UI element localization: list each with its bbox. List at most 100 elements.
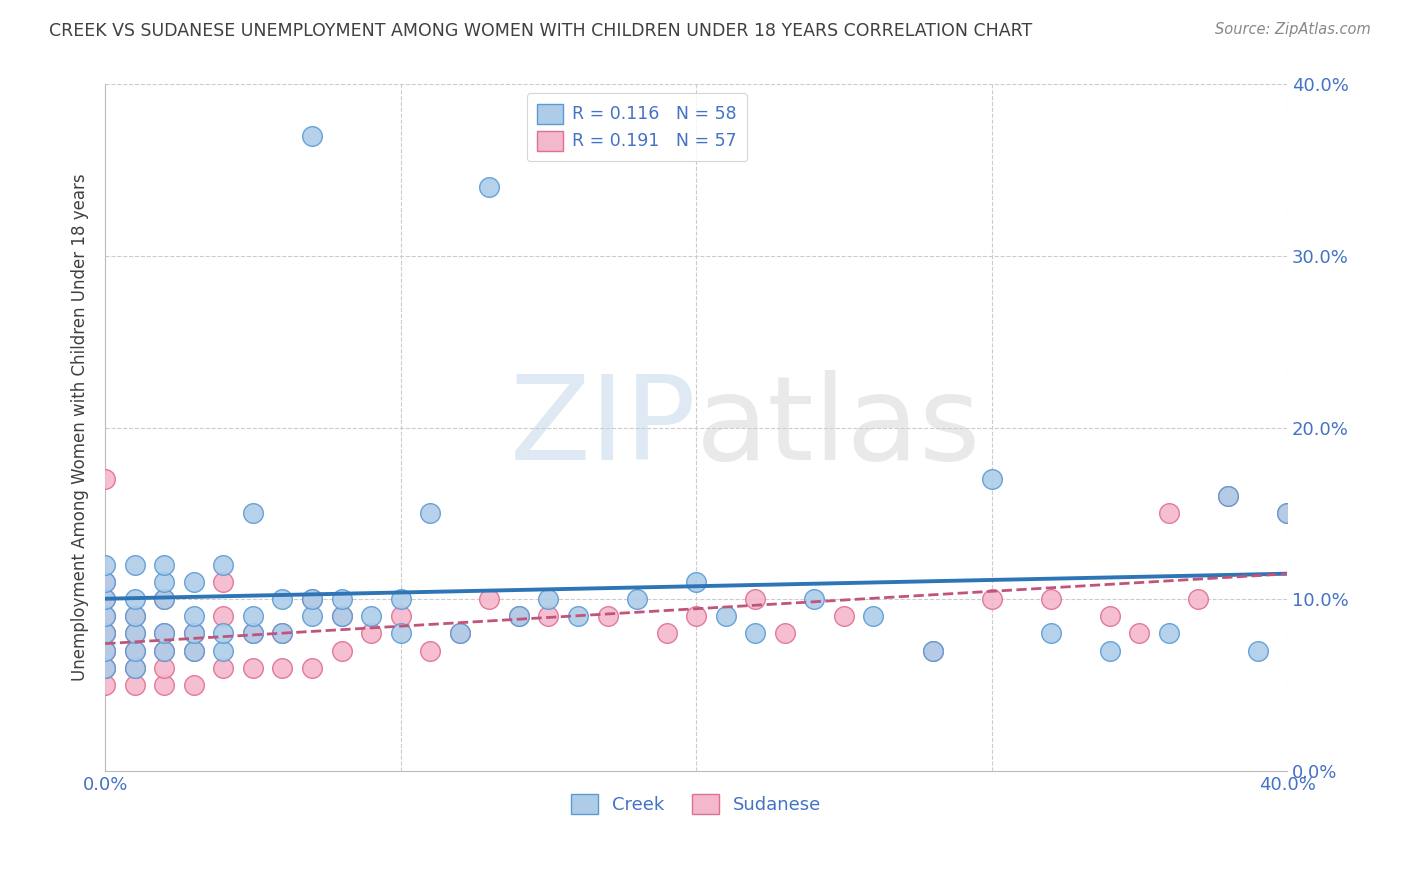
Point bbox=[94, 678, 117, 692]
Point bbox=[94, 661, 117, 675]
Point bbox=[183, 678, 205, 692]
Point bbox=[94, 626, 117, 640]
Point bbox=[1216, 489, 1239, 503]
Point bbox=[419, 507, 441, 521]
Point bbox=[714, 609, 737, 624]
Point bbox=[212, 558, 235, 572]
Point bbox=[508, 609, 530, 624]
Point bbox=[567, 609, 589, 624]
Point bbox=[419, 643, 441, 657]
Point bbox=[212, 626, 235, 640]
Point bbox=[1246, 643, 1268, 657]
Point bbox=[94, 592, 117, 607]
Point bbox=[94, 643, 117, 657]
Point bbox=[153, 678, 176, 692]
Point bbox=[832, 609, 855, 624]
Point bbox=[685, 609, 707, 624]
Point bbox=[389, 609, 412, 624]
Point bbox=[271, 592, 294, 607]
Point bbox=[921, 643, 943, 657]
Point bbox=[301, 609, 323, 624]
Point bbox=[360, 609, 382, 624]
Point bbox=[803, 592, 825, 607]
Point bbox=[537, 609, 560, 624]
Point bbox=[94, 626, 117, 640]
Point bbox=[301, 592, 323, 607]
Point bbox=[94, 643, 117, 657]
Point bbox=[183, 609, 205, 624]
Point bbox=[124, 592, 146, 607]
Point bbox=[330, 609, 353, 624]
Point bbox=[1216, 489, 1239, 503]
Point bbox=[124, 643, 146, 657]
Point bbox=[685, 574, 707, 589]
Point bbox=[330, 643, 353, 657]
Text: Source: ZipAtlas.com: Source: ZipAtlas.com bbox=[1215, 22, 1371, 37]
Point bbox=[94, 661, 117, 675]
Point bbox=[1128, 626, 1150, 640]
Point bbox=[1157, 507, 1180, 521]
Point bbox=[242, 507, 264, 521]
Point bbox=[626, 592, 648, 607]
Point bbox=[153, 643, 176, 657]
Point bbox=[449, 626, 471, 640]
Point bbox=[94, 626, 117, 640]
Point bbox=[1275, 507, 1298, 521]
Point bbox=[1187, 592, 1209, 607]
Point bbox=[301, 661, 323, 675]
Point bbox=[183, 626, 205, 640]
Point bbox=[94, 643, 117, 657]
Point bbox=[124, 661, 146, 675]
Point bbox=[212, 643, 235, 657]
Legend: Creek, Sudanese: Creek, Sudanese bbox=[562, 785, 831, 823]
Point bbox=[94, 472, 117, 486]
Point bbox=[124, 661, 146, 675]
Text: CREEK VS SUDANESE UNEMPLOYMENT AMONG WOMEN WITH CHILDREN UNDER 18 YEARS CORRELAT: CREEK VS SUDANESE UNEMPLOYMENT AMONG WOM… bbox=[49, 22, 1032, 40]
Text: ZIP: ZIP bbox=[509, 370, 696, 485]
Point bbox=[153, 558, 176, 572]
Point bbox=[153, 592, 176, 607]
Point bbox=[94, 558, 117, 572]
Point bbox=[330, 592, 353, 607]
Point bbox=[389, 592, 412, 607]
Point bbox=[153, 626, 176, 640]
Point bbox=[94, 592, 117, 607]
Point bbox=[980, 472, 1002, 486]
Point bbox=[124, 558, 146, 572]
Point bbox=[271, 626, 294, 640]
Text: atlas: atlas bbox=[696, 370, 981, 485]
Point bbox=[242, 661, 264, 675]
Point bbox=[94, 661, 117, 675]
Point bbox=[124, 643, 146, 657]
Point bbox=[124, 626, 146, 640]
Point bbox=[301, 592, 323, 607]
Point bbox=[183, 574, 205, 589]
Point bbox=[124, 626, 146, 640]
Point bbox=[242, 626, 264, 640]
Point bbox=[921, 643, 943, 657]
Point bbox=[124, 609, 146, 624]
Point bbox=[537, 592, 560, 607]
Point bbox=[1098, 609, 1121, 624]
Point bbox=[153, 592, 176, 607]
Y-axis label: Unemployment Among Women with Children Under 18 years: Unemployment Among Women with Children U… bbox=[72, 174, 89, 681]
Point bbox=[478, 180, 501, 194]
Point bbox=[508, 609, 530, 624]
Point bbox=[94, 609, 117, 624]
Point bbox=[744, 592, 766, 607]
Point bbox=[773, 626, 796, 640]
Point bbox=[862, 609, 884, 624]
Point bbox=[124, 678, 146, 692]
Point bbox=[153, 661, 176, 675]
Point bbox=[1157, 626, 1180, 640]
Point bbox=[655, 626, 678, 640]
Point bbox=[94, 609, 117, 624]
Point bbox=[389, 626, 412, 640]
Point bbox=[330, 609, 353, 624]
Point bbox=[596, 609, 619, 624]
Point bbox=[94, 574, 117, 589]
Point bbox=[242, 609, 264, 624]
Point bbox=[153, 574, 176, 589]
Point bbox=[1039, 592, 1062, 607]
Point bbox=[301, 128, 323, 143]
